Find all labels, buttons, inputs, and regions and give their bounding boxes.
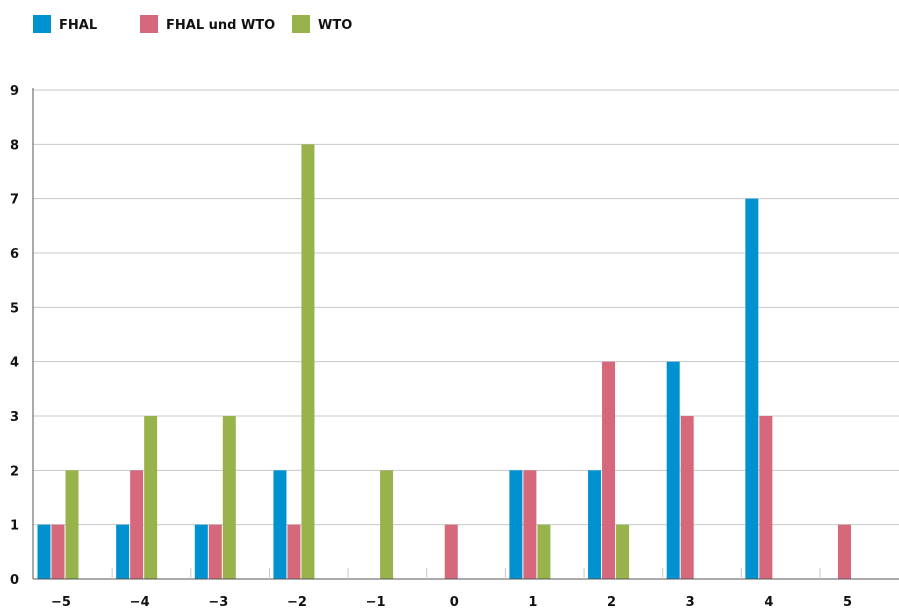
y-tick-label-7: 7: [10, 193, 19, 208]
bar-9-0: [745, 198, 759, 579]
bar-0-2: [65, 470, 79, 579]
bar-6-2: [537, 524, 551, 579]
bar-6-1: [523, 470, 537, 579]
x-tick-label-0: −5: [51, 595, 71, 610]
bar-5-1: [444, 524, 458, 579]
y-tick-label-6: 6: [10, 247, 19, 262]
bar-2-0: [194, 524, 208, 579]
legend-swatch-0: [33, 15, 51, 33]
x-tick-label-4: −1: [366, 595, 386, 610]
bar-6-0: [509, 470, 523, 579]
legend-swatch-1: [140, 15, 158, 33]
x-tick-label-3: −2: [287, 595, 307, 610]
y-tick-label-8: 8: [10, 138, 19, 153]
bar-0-0: [37, 524, 51, 579]
legend-label-0: FHAL: [59, 18, 97, 33]
y-tick-label-1: 1: [10, 519, 19, 534]
bar-10-1: [838, 524, 851, 579]
bar-9-1: [759, 416, 773, 579]
legend-swatch-2: [292, 15, 310, 33]
bars: [37, 144, 851, 580]
y-tick-label-5: 5: [10, 301, 19, 316]
y-tick-label-2: 2: [10, 464, 19, 479]
y-axis: 0 1 2 3 4 5 6 7 8 9: [10, 84, 34, 588]
bar-1-0: [116, 524, 130, 579]
bar-0-1: [51, 524, 65, 579]
gridlines: [33, 89, 899, 526]
bar-8-0: [666, 361, 680, 579]
x-axis: −5 −4 −3 −2 −1 0 1 2 3 4 5: [33, 568, 899, 610]
y-tick-label-9: 9: [10, 84, 19, 99]
bar-2-1: [208, 524, 222, 579]
y-tick-label-0: 0: [10, 573, 19, 588]
bar-2-2: [222, 416, 236, 579]
bar-7-0: [588, 470, 602, 579]
bar-4-2: [380, 470, 394, 579]
x-tick-label-7: 2: [607, 595, 616, 610]
x-tick-label-9: 4: [764, 595, 773, 610]
x-tick-label-1: −4: [130, 595, 150, 610]
legend-label-2: WTO: [318, 18, 352, 33]
bar-7-2: [616, 524, 630, 579]
bar-3-0: [273, 470, 287, 579]
x-tick-label-10: 5: [843, 595, 852, 610]
bar-8-1: [680, 416, 694, 579]
bar-7-1: [602, 361, 616, 579]
bar-3-1: [287, 524, 301, 579]
y-tick-label-3: 3: [10, 410, 19, 425]
x-tick-label-2: −3: [208, 595, 228, 610]
x-tick-label-5: 0: [450, 595, 459, 610]
y-tick-label-4: 4: [10, 356, 19, 371]
x-tick-label-6: 1: [528, 595, 537, 610]
legend: FHAL FHAL und WTO WTO: [33, 15, 352, 33]
bar-3-2: [301, 144, 315, 580]
bar-1-2: [144, 416, 158, 579]
legend-label-1: FHAL und WTO: [166, 18, 275, 33]
x-tick-label-8: 3: [686, 595, 695, 610]
bar-1-1: [130, 470, 144, 579]
